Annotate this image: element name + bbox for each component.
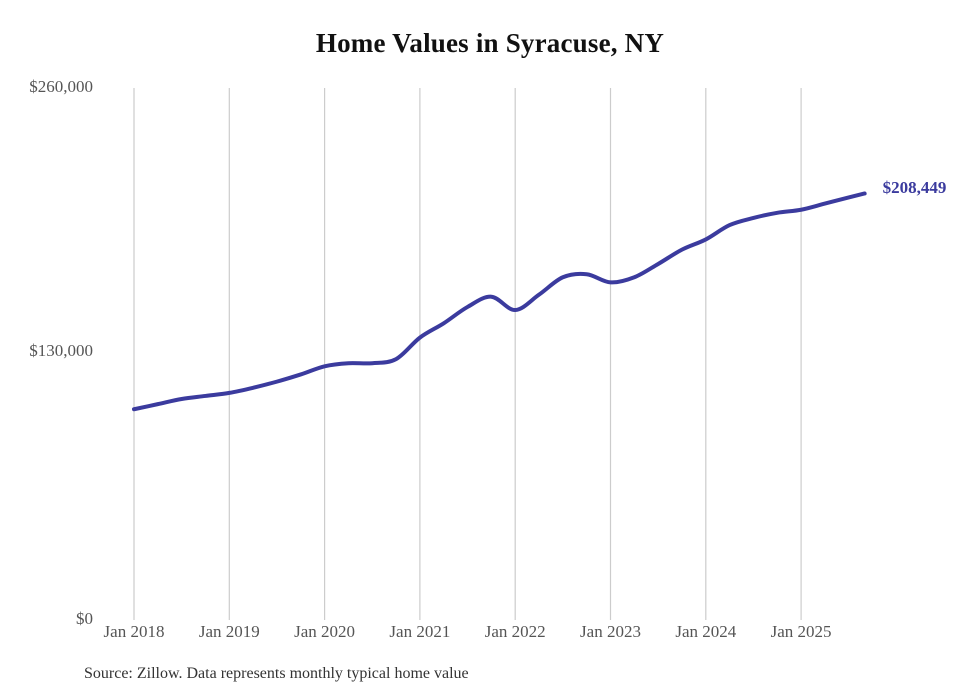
x-axis-tick-label: Jan 2020 [294,622,356,641]
series-line-group [132,191,867,412]
x-axis-tick-label: Jan 2021 [389,622,451,641]
x-axis-tick-label: Jan 2019 [198,622,260,641]
x-axis-tick-label: Jan 2023 [580,622,641,641]
y-axis-tick-label: $130,000 [29,341,93,360]
x-axis-tick-label: Jan 2025 [770,622,832,641]
end-value-annotation: $208,449 [882,177,947,197]
y-axis-tick-label: $260,000 [29,77,93,96]
chart-title: Home Values in Syracuse, NY [315,28,665,58]
y-axis-tick-label: $0 [76,609,93,628]
series-line-typical-home-value [132,191,867,412]
x-axis-tick-label: Jan 2018 [103,622,165,641]
gridlines [133,88,802,620]
source-footnote: Source: Zillow. Data represents monthly … [84,665,469,682]
x-axis-tick-label: Jan 2024 [675,622,737,641]
x-axis-tick-label: Jan 2022 [484,622,546,641]
